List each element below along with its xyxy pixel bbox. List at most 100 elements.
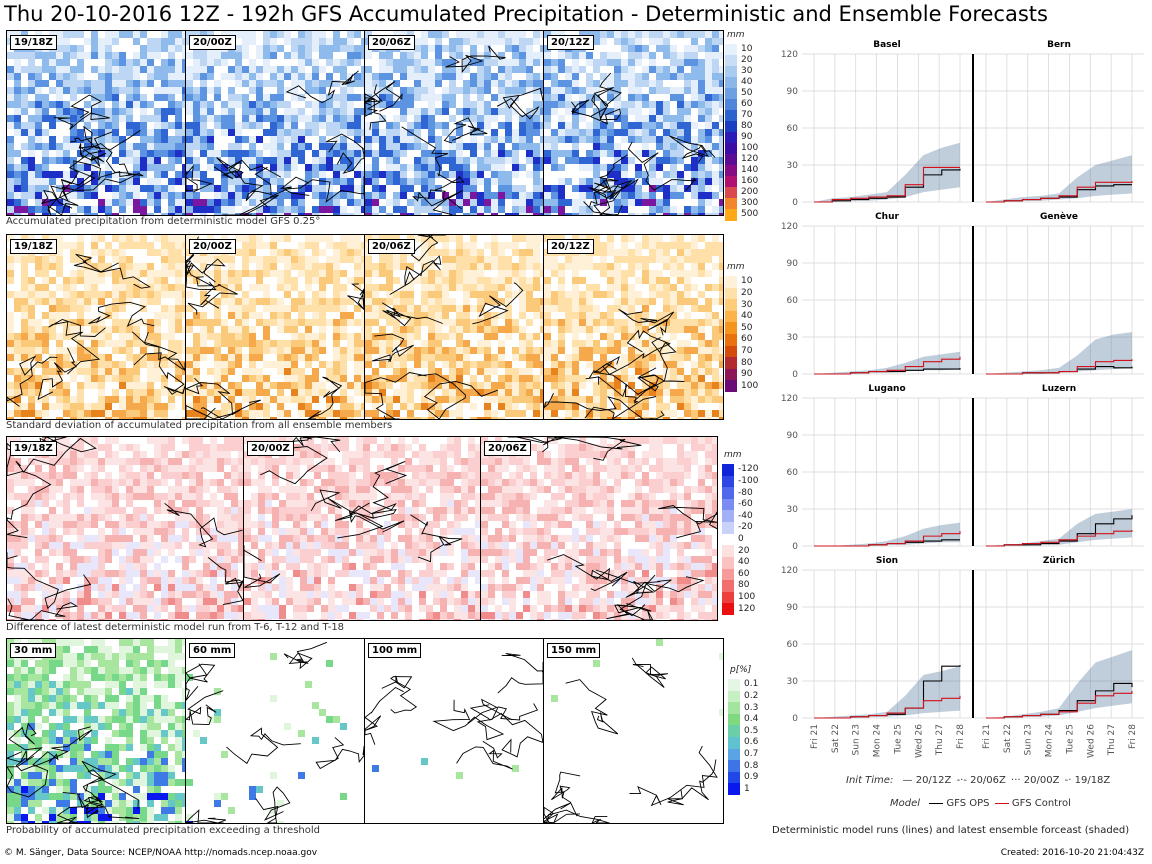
precip-cell — [361, 389, 364, 396]
precip-cell — [263, 66, 270, 73]
precip-cell — [256, 213, 263, 215]
precip-cell — [400, 375, 407, 382]
precip-cell — [7, 136, 14, 143]
precip-cell — [98, 256, 105, 263]
precip-cell — [456, 31, 463, 38]
precip-cell — [691, 382, 698, 389]
precip-cell — [175, 472, 182, 479]
precip-cell — [347, 382, 354, 389]
precip-cell — [442, 375, 449, 382]
precip-cell — [428, 213, 435, 215]
precip-cell — [698, 136, 705, 143]
precip-cell — [84, 38, 91, 45]
precip-cell — [642, 270, 649, 277]
precip-cell — [235, 298, 242, 305]
precip-cell — [256, 171, 263, 178]
precip-cell — [705, 45, 712, 52]
precip-cell — [421, 354, 428, 361]
precip-cell — [119, 521, 126, 528]
precip-cell — [333, 108, 340, 115]
precip-cell — [565, 87, 572, 94]
precip-cell — [200, 256, 207, 263]
precip-cell — [133, 192, 140, 199]
precip-cell — [607, 375, 614, 382]
precip-cell — [319, 333, 326, 340]
precip-cell — [98, 171, 105, 178]
precip-cell — [712, 263, 719, 270]
precip-cell — [7, 185, 14, 192]
precip-cell — [477, 417, 484, 419]
precip-cell — [277, 171, 284, 178]
precip-cell — [386, 277, 393, 284]
precip-cell — [7, 542, 14, 549]
precip-cell — [372, 396, 379, 403]
precip-cell — [186, 319, 193, 326]
precip-cell — [491, 319, 498, 326]
precip-cell — [670, 284, 677, 291]
precip-cell — [231, 514, 238, 521]
precip-cell — [7, 171, 14, 178]
precip-cell — [526, 284, 533, 291]
precip-cell — [140, 143, 147, 150]
precip-cell — [263, 242, 270, 249]
precip-cell — [312, 171, 319, 178]
precip-cell — [540, 213, 543, 215]
precip-cell — [642, 129, 649, 136]
precip-cell — [210, 437, 217, 444]
precip-cell — [649, 38, 656, 45]
precip-cell — [600, 382, 607, 389]
precip-cell — [414, 115, 421, 122]
precip-cell — [235, 403, 242, 410]
precip-cell — [42, 333, 49, 340]
precip-cell — [56, 486, 63, 493]
precip-cell — [140, 164, 147, 171]
precip-cell — [607, 361, 614, 368]
precip-cell — [386, 178, 393, 185]
precip-cell — [126, 199, 133, 206]
precip-cell — [428, 31, 435, 38]
precip-cell — [579, 235, 586, 242]
precip-cell — [526, 256, 533, 263]
precip-cell — [677, 417, 684, 419]
colorbar-swatch — [725, 165, 737, 177]
precip-cell — [463, 354, 470, 361]
precip-cell — [28, 206, 35, 213]
precip-cell — [372, 410, 379, 417]
precip-cell — [77, 80, 84, 87]
precip-cell — [238, 507, 243, 514]
precip-cell — [361, 38, 364, 45]
precip-cell — [414, 333, 421, 340]
precip-cell — [161, 465, 168, 472]
precip-cell — [7, 270, 14, 277]
precip-cell — [498, 403, 505, 410]
precip-cell — [14, 298, 21, 305]
colorbar-swatch — [725, 66, 737, 78]
precip-cell — [365, 178, 372, 185]
precip-cell — [463, 298, 470, 305]
precip-cell — [684, 389, 691, 396]
precip-cell — [242, 108, 249, 115]
precip-cell — [712, 52, 719, 59]
precip-cell — [256, 256, 263, 263]
precip-cell — [586, 73, 593, 80]
precip-cell — [182, 136, 185, 143]
precip-cell — [551, 73, 558, 80]
precip-cell — [698, 206, 705, 213]
precip-cell — [670, 73, 677, 80]
precip-cell — [298, 263, 305, 270]
precip-cell — [684, 249, 691, 256]
precip-cell — [154, 136, 161, 143]
precip-cell — [677, 354, 684, 361]
precip-cell — [140, 136, 147, 143]
precip-cell — [277, 312, 284, 319]
precip-cell — [456, 73, 463, 80]
precip-cell — [435, 340, 442, 347]
precip-cell — [56, 382, 63, 389]
precip-cell — [365, 354, 372, 361]
precip-cell — [628, 284, 635, 291]
precip-cell — [593, 403, 600, 410]
precip-cell — [593, 66, 600, 73]
precip-cell — [379, 80, 386, 87]
precip-cell — [656, 87, 663, 94]
precip-cell — [49, 291, 56, 298]
